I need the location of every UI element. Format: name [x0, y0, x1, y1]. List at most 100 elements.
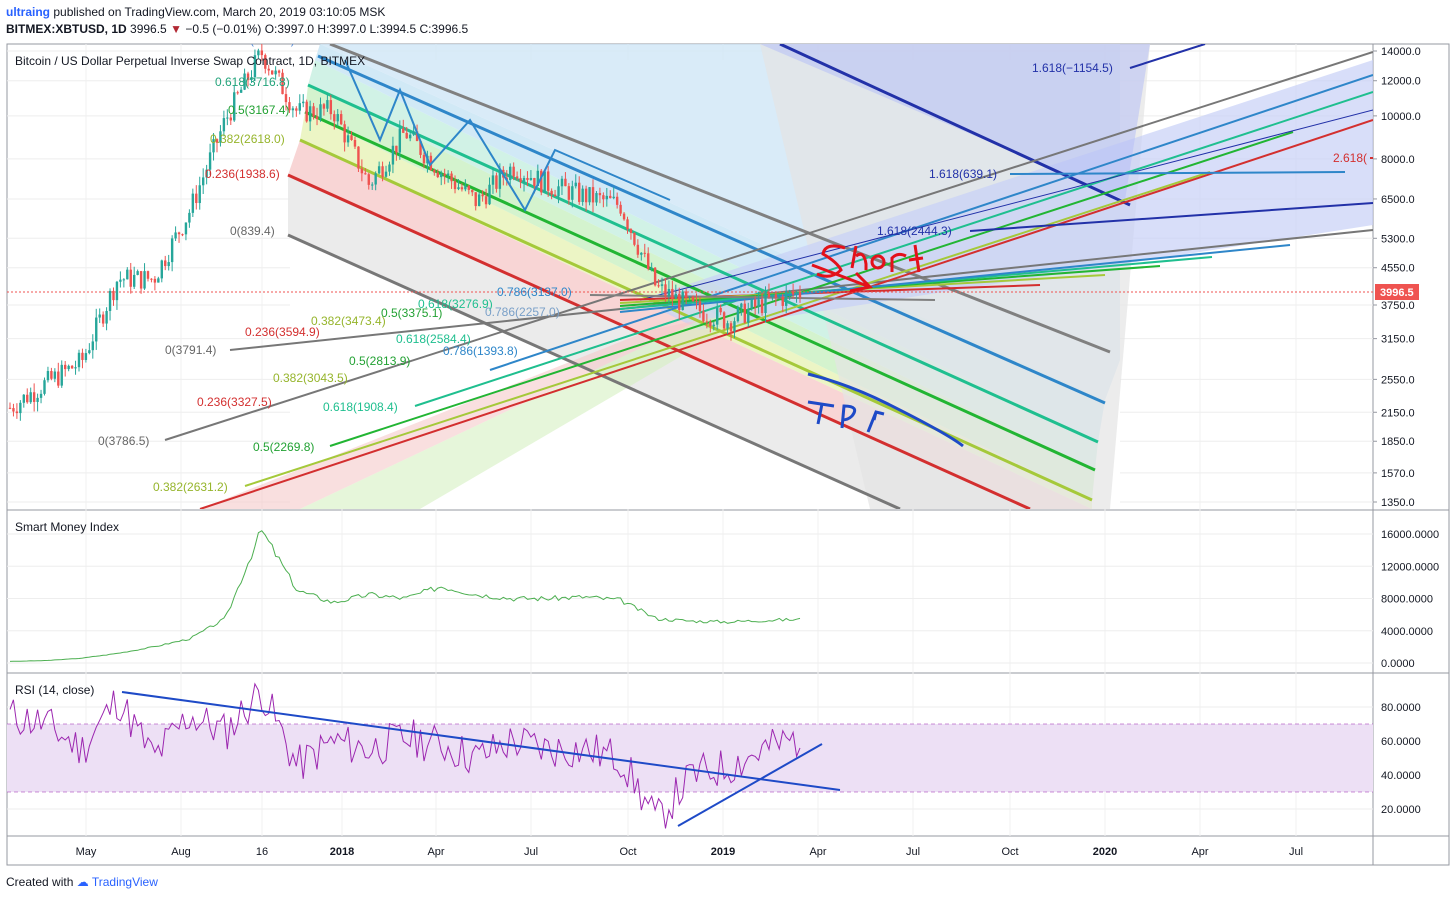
candle-body	[488, 184, 491, 205]
fib-line-ext[interactable]	[779, 44, 1131, 207]
candle-body	[560, 178, 564, 187]
candle-body	[374, 173, 377, 185]
candle-body	[391, 145, 395, 165]
candle-body	[8, 407, 12, 409]
price-tick-label: 6500.0	[1381, 194, 1415, 206]
fib-label: 0(3791.4)	[165, 343, 216, 357]
author-link[interactable]: ultraing	[6, 5, 50, 19]
candle-body	[208, 152, 212, 170]
candle-body	[519, 178, 522, 183]
fan-lower-green	[300, 310, 760, 509]
candle-body	[53, 371, 57, 379]
fib-line-0382[interactable]	[299, 138, 1093, 502]
candle-body	[132, 274, 136, 287]
asc-line-05[interactable]	[329, 131, 1294, 447]
tradingview-logo-icon[interactable]: ☁	[76, 875, 89, 889]
candle-body	[553, 194, 557, 197]
candle-body	[212, 139, 215, 153]
candle-body	[474, 192, 477, 207]
candle-body	[736, 307, 740, 322]
main-pane[interactable]: 0.786(7439.0) 0.618(3716.8) 0.5(3167.4) 0.3…	[7, 33, 1373, 509]
candle-body	[63, 364, 67, 370]
candle-body	[471, 189, 474, 193]
candle-body	[408, 134, 412, 139]
time-tick-label: Apr	[427, 846, 444, 858]
candle-body	[522, 177, 526, 183]
tradingview-link[interactable]: TradingView	[91, 875, 158, 889]
annotation-tp[interactable]	[807, 372, 964, 448]
candle-body	[122, 279, 126, 281]
last-price-tag: 3996.5	[1375, 284, 1419, 300]
candle-body	[395, 145, 398, 153]
fib-label: 0.5(2269.8)	[253, 440, 314, 454]
asc-line-0618[interactable]	[414, 91, 1373, 407]
chart-canvas[interactable]: 0.786(7439.0) 0.618(3716.8) 0.5(3167.4) 0.3…	[0, 0, 1456, 870]
rsi-axis[interactable]: 80.0000 60.0000 40.0000 20.0000	[1381, 702, 1421, 816]
candle-body	[333, 114, 336, 122]
candle-body	[184, 222, 188, 235]
candle-body	[605, 195, 609, 200]
price-axis[interactable]: 14000.0 12000.0 10000.0 8000.0 6500.0 5300.0 4…	[1373, 46, 1421, 509]
candle-body	[174, 232, 177, 239]
candle-body	[595, 193, 598, 203]
candle-body	[239, 89, 243, 93]
fib-line-0618[interactable]	[307, 83, 1099, 444]
asc-line-red[interactable]	[199, 119, 1373, 509]
candle-body	[695, 301, 698, 303]
fan-s-0786[interactable]	[619, 244, 1291, 313]
price-tick-label: 8000.0	[1381, 154, 1415, 166]
candle-body	[681, 291, 684, 311]
fib-label: 2.618(	[1333, 151, 1367, 165]
candle-body	[567, 186, 571, 200]
smi-axis[interactable]: 16000.0000 12000.0000 8000.0000 4000.0000 0.…	[1381, 529, 1439, 670]
candles[interactable]	[8, 42, 802, 421]
candle-body	[664, 284, 667, 297]
price-tick-label: 12000.0	[1381, 76, 1421, 88]
ext-line-1618a[interactable]	[1129, 44, 1206, 69]
candle-body	[329, 100, 333, 115]
candle-body	[443, 173, 446, 176]
wave-lines[interactable]	[344, 59, 671, 213]
candle-body	[305, 101, 308, 122]
fib-line-0786[interactable]	[317, 54, 1106, 405]
candle-body	[81, 352, 84, 360]
rsi-tick-label: 20.0000	[1381, 804, 1421, 816]
smi-tick-label: 12000.0000	[1381, 561, 1439, 573]
asc-line-gray[interactable]	[164, 51, 1373, 441]
fib-label: 0(839.4)	[230, 224, 275, 238]
ext-line-1618b[interactable]	[1009, 171, 1346, 175]
fib-label: 0.618(3276.9)	[418, 297, 493, 311]
asc-line-0786[interactable]	[489, 74, 1373, 371]
candle-body	[653, 267, 657, 286]
candle-body	[236, 92, 239, 94]
candle-body	[719, 307, 722, 313]
published-text: published on TradingView.com, March 20, …	[53, 5, 386, 19]
fib-line-05[interactable]	[304, 110, 1096, 472]
candle-body	[684, 291, 688, 298]
asc-line-thin[interactable]	[639, 109, 1373, 301]
annotation-short[interactable]	[811, 244, 924, 293]
candle-body	[136, 271, 139, 275]
time-axis[interactable]: May Aug 16 2018 Apr Jul Oct 2019 Apr Jul Oct 2020 Ap…	[76, 846, 1303, 858]
rsi-down-trendline[interactable]	[121, 691, 841, 791]
candle-body	[536, 170, 540, 187]
candle-body	[546, 171, 550, 191]
smi-pane[interactable]	[9, 530, 801, 662]
asc-line-gray2[interactable]	[229, 229, 1373, 351]
fib-line-0236[interactable]	[287, 173, 1031, 509]
fib-label: 0.618(2584.4)	[396, 332, 471, 346]
candle-body	[533, 177, 536, 187]
candle-body	[157, 278, 160, 283]
ext-line-1618c[interactable]	[969, 202, 1373, 232]
fib-label: 0.382(2618.0)	[210, 132, 285, 146]
rsi-pane[interactable]	[7, 682, 1373, 829]
candle-body	[112, 290, 115, 301]
candle-body	[785, 291, 788, 306]
footer: Created with ☁ TradingView	[6, 875, 158, 889]
candle-body	[647, 253, 650, 269]
candle-body	[795, 292, 798, 295]
fib-line-1[interactable]	[329, 44, 1111, 354]
candle-body	[101, 314, 105, 324]
candle-body	[767, 292, 771, 298]
rsi-up-trendline[interactable]	[677, 743, 823, 827]
